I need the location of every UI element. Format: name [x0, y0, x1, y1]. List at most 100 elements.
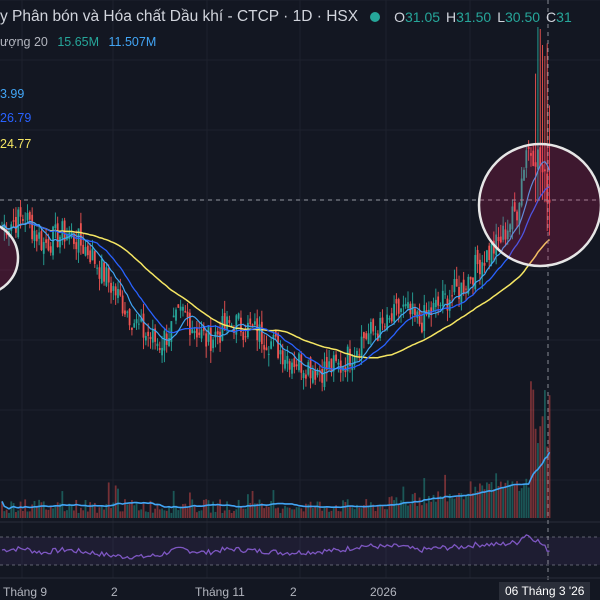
volume-bar [253, 503, 256, 518]
volume-bar [191, 499, 194, 518]
candle [367, 333, 370, 344]
candle [205, 333, 208, 347]
volume-bar [374, 511, 377, 518]
volume-bar [267, 506, 270, 518]
volume-bar [186, 508, 189, 518]
volume-bar [458, 492, 460, 518]
volume-bar [45, 509, 47, 518]
volume-bar [453, 498, 456, 518]
volume-bar [135, 502, 138, 518]
volume-bar [418, 497, 421, 518]
candle [395, 299, 398, 304]
candle [423, 305, 426, 331]
volume-bar [114, 485, 117, 518]
candle [284, 359, 286, 369]
candle [441, 290, 444, 306]
candle [144, 336, 147, 341]
volume-bar [469, 481, 472, 518]
ma-legend-fast[interactable]: 3.99 [0, 87, 25, 101]
volume-bar [175, 505, 177, 518]
ma-legend-slow[interactable]: 24.77 [0, 137, 32, 151]
volume-bar [497, 486, 500, 518]
candle [421, 322, 423, 333]
candle [335, 354, 337, 361]
candle [465, 288, 467, 290]
volume-bar [543, 390, 546, 518]
volume-bar [437, 491, 440, 518]
candle [448, 299, 451, 311]
volume-bar [416, 506, 419, 518]
volume-bars [1, 381, 551, 518]
candle [45, 239, 47, 243]
candle [33, 230, 36, 241]
volume-bar [144, 511, 147, 518]
highlight-circle-left [0, 225, 20, 291]
volume-bar [63, 511, 66, 518]
volume-bar [28, 511, 31, 518]
volume-bar [26, 511, 29, 518]
candle [21, 219, 24, 221]
candle [147, 331, 150, 336]
volume-bar [527, 487, 530, 518]
volume-bar [344, 502, 347, 518]
candle [411, 303, 414, 315]
candle [61, 221, 64, 239]
volume-legend[interactable]: ượng 20 15.65M 11.507M [0, 35, 156, 49]
candle [474, 254, 477, 290]
volume-bar [230, 512, 233, 518]
volume-bar [448, 493, 451, 518]
candle [374, 333, 377, 335]
candle [40, 231, 43, 251]
candle [523, 169, 525, 181]
volume-bar [434, 501, 437, 518]
volume-bar [318, 501, 321, 518]
ma-legend-mid[interactable]: 26.79 [0, 111, 32, 125]
candle [73, 235, 75, 244]
volume-bar [258, 499, 261, 518]
volume-bar [305, 503, 307, 518]
volume-bar [369, 502, 372, 518]
candle [154, 328, 157, 342]
volume-bar [77, 512, 80, 518]
volume-bar [386, 509, 389, 518]
volume-bar [168, 506, 170, 518]
symbol-title[interactable]: y Phân bón và Hóa chất Dầu khí - CTCP · … [0, 8, 359, 25]
volume-bar [425, 503, 428, 518]
candle [439, 305, 442, 307]
volume-bar [499, 481, 502, 518]
candle [548, 199, 551, 203]
volume-bar [460, 493, 463, 518]
candle [302, 373, 305, 378]
candle [114, 286, 117, 296]
volume-bar [100, 505, 103, 518]
volume-bar [506, 480, 509, 518]
volume-bar [432, 494, 435, 518]
volume-bar [342, 500, 344, 518]
volume-bar [165, 510, 168, 518]
volume-bar [260, 503, 263, 518]
candle [149, 336, 152, 340]
candle [311, 370, 314, 383]
volume-bar [240, 506, 242, 518]
volume-bar [59, 503, 61, 518]
volume-bar [293, 509, 296, 518]
candle [490, 243, 493, 265]
volume-bar [212, 501, 215, 518]
candle [47, 239, 50, 251]
volume-bar [156, 504, 159, 518]
volume-bar [335, 505, 337, 518]
candle [381, 317, 384, 324]
candle [263, 345, 266, 350]
candle [31, 214, 34, 240]
volume-bar [207, 500, 210, 518]
volume-bar [518, 490, 521, 518]
volume-bar [311, 508, 314, 518]
volume-bar [407, 505, 409, 518]
candle [455, 278, 458, 287]
volume-bar [328, 511, 331, 518]
volume-bar [351, 507, 354, 518]
volume-bar [541, 416, 544, 518]
volume-bar [302, 511, 305, 518]
candle [177, 304, 180, 308]
